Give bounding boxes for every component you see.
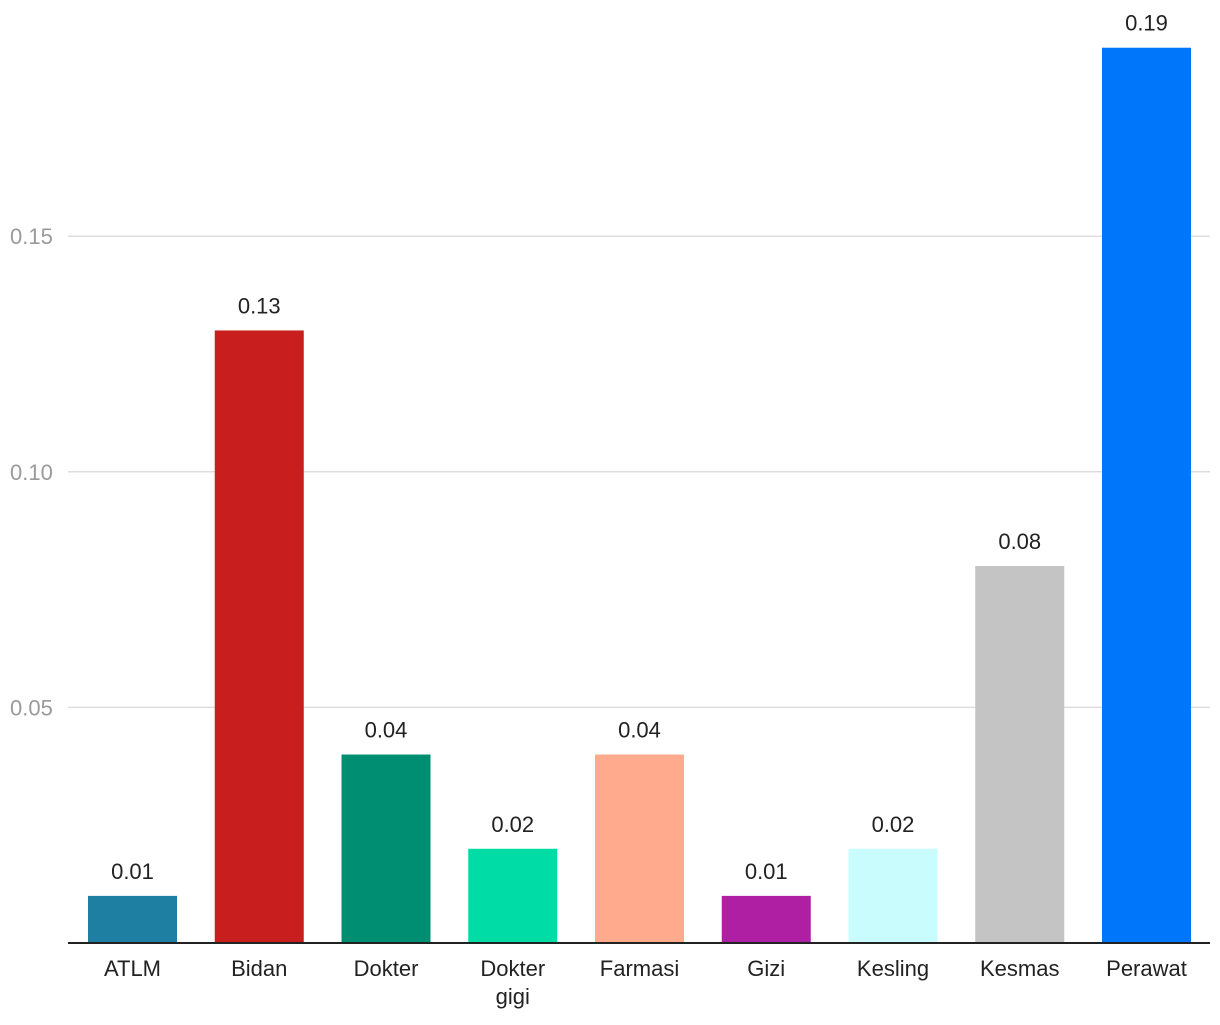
bars xyxy=(88,47,1191,944)
x-category-label: gigi xyxy=(496,984,530,1009)
x-category-label: Dokter xyxy=(354,956,419,981)
x-category-label: Perawat xyxy=(1106,956,1187,981)
bar-kesmas xyxy=(975,566,1065,943)
bar-dokter-gigi xyxy=(468,848,558,943)
y-tick-label: 0.10 xyxy=(10,460,53,485)
bar-kesling xyxy=(848,848,938,943)
x-category-label: Dokter xyxy=(480,956,545,981)
bar-value-label: 0.02 xyxy=(872,812,915,837)
bar-farmasi xyxy=(595,754,684,943)
x-category-label: Gizi xyxy=(747,956,785,981)
bar-value-label: 0.04 xyxy=(618,718,661,743)
bar-value-label: 0.13 xyxy=(238,293,281,318)
y-tick-label: 0.05 xyxy=(10,695,53,720)
category-labels: ATLM Bidan Dokter Dokter gigi Farmasi Gizi Kesl… xyxy=(104,956,1187,1009)
bar-dokter xyxy=(341,754,431,943)
x-category-label: ATLM xyxy=(104,956,161,981)
x-category-label: Kesmas xyxy=(980,956,1059,981)
bar-gizi xyxy=(721,895,811,943)
bar-value-label: 0.01 xyxy=(745,859,788,884)
x-category-label: Kesling xyxy=(857,956,929,981)
bar-atlm xyxy=(88,895,177,943)
y-tick-label: 0.15 xyxy=(10,224,53,249)
bar-value-label: 0.19 xyxy=(1125,11,1168,36)
bar-value-label: 0.01 xyxy=(111,859,154,884)
value-labels: 0.01 0.13 0.04 0.02 0.04 0.01 0.02 0.08 0.19 xyxy=(111,11,1168,884)
bar-value-label: 0.04 xyxy=(365,718,408,743)
x-category-label: Farmasi xyxy=(600,956,679,981)
bar-value-label: 0.08 xyxy=(998,529,1041,554)
x-category-label: Bidan xyxy=(231,956,287,981)
bar-perawat xyxy=(1102,47,1191,944)
bar-value-label: 0.02 xyxy=(491,812,534,837)
bar-bidan xyxy=(214,330,304,943)
y-axis-ticks: 0.05 0.10 0.15 xyxy=(10,224,53,720)
